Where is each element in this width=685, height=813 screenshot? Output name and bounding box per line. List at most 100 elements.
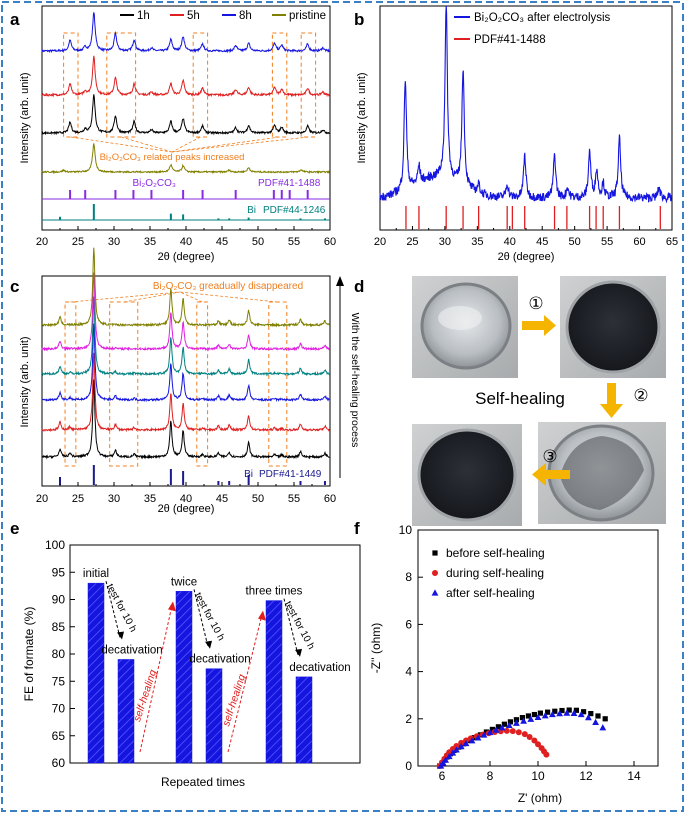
panel-c-series-3: [41, 296, 331, 377]
panel-c-ref-label: PDF#41-1449: [259, 469, 322, 480]
panel-e-bar: [87, 582, 105, 764]
panel-b-x-tick-label: 40: [504, 236, 516, 248]
panel-f-point: [581, 709, 587, 715]
photo-darkened-electrode: [560, 276, 666, 378]
panel-a-pointer: [121, 136, 173, 153]
panel-b-x-label: 2θ (degree): [498, 251, 555, 263]
panel-c-process-label: With the self-healing process: [349, 313, 361, 448]
panel-a-x-tick-label: 55: [288, 236, 300, 248]
panel-f-y-tick-label: 6: [405, 617, 412, 631]
panel-e-bar: [117, 659, 135, 764]
panel-b-x-tick-label: 55: [601, 236, 613, 248]
panel-f-x-tick-label: 8: [487, 769, 494, 783]
panel-a-pointer: [171, 136, 280, 153]
step-label-2: ②: [633, 386, 648, 405]
panel-a-x-tick-label: 30: [108, 236, 120, 248]
panel-letter-a: a: [10, 10, 20, 29]
panel-c-x-tick-label: 20: [36, 493, 48, 505]
panel-f-point: [599, 724, 607, 731]
panel-f-point: [498, 724, 506, 731]
panel-f-point: [492, 726, 500, 733]
photo-pristine-electrode: [412, 276, 518, 378]
panel-a-chart: 20 25 30 35 40 45 50 55 60 1h 5h 8h pristine Bi₂O₂C…: [19, 5, 336, 263]
panel-f-point: [513, 719, 520, 726]
panel-a-highlight-box: [300, 32, 317, 138]
panel-f-point: [534, 713, 542, 720]
panel-c-x-tick-label: 30: [108, 493, 120, 505]
panel-e-test-arrowhead: [295, 648, 302, 657]
panel-e-test-label: test for 10 h: [282, 600, 317, 652]
panel-e-y-tick-label: 95: [52, 565, 66, 579]
panel-b-series: [379, 5, 673, 204]
panel-a-patterns: [41, 12, 331, 175]
panel-f-point: [549, 710, 556, 718]
panel-d-photos: ① ② ③ Self-healing: [412, 276, 666, 526]
photo-restored-electrode: [412, 424, 522, 526]
panel-f-point: [486, 728, 494, 736]
panel-a-ref1-label: PDF#41-1488: [258, 178, 321, 189]
panel-f-legend-marker: [432, 550, 438, 556]
panel-f-point: [520, 717, 527, 724]
panel-f-point: [559, 707, 565, 714]
panel-e-bar-label: decativation: [101, 644, 162, 656]
panel-e-y-tick-label: 85: [52, 620, 66, 634]
panel-a-legend-label: 1h: [137, 10, 150, 22]
panel-a-ref2-prefix: Bi: [247, 205, 256, 216]
panel-f-point: [592, 718, 599, 725]
panel-a-x-tick-label: 60: [324, 236, 336, 248]
panel-f-point: [458, 739, 465, 746]
panel-f-point: [531, 711, 537, 718]
panel-f-point: [566, 707, 572, 713]
panel-letter-d: d: [354, 277, 364, 296]
panel-a-legend-label: pristine: [289, 10, 326, 22]
panel-f-point: [468, 737, 476, 744]
panel-e-bar-label: decativation: [189, 654, 250, 666]
panel-f-point: [449, 749, 457, 756]
panel-f-point: [474, 734, 482, 741]
panel-c-series-0: [41, 379, 330, 460]
panel-e-y-tick-label: 80: [52, 647, 66, 661]
panel-f-x-tick-label: 14: [627, 769, 641, 783]
panel-e-bar: [295, 676, 313, 764]
panel-f-point: [526, 733, 533, 740]
panel-f-points: [436, 707, 608, 769]
panel-c-y-label: Intensity (arb. unit): [19, 336, 31, 427]
arrow-step-3: [532, 463, 570, 486]
panel-e-y-tick-label: 65: [52, 729, 66, 743]
panel-e-bar: [205, 668, 223, 764]
panel-a-series-1h: [41, 94, 330, 136]
panel-f-point: [515, 729, 522, 736]
panel-e-test-arrowhead: [117, 631, 124, 640]
panel-b-reference-sticks: [405, 206, 661, 229]
panel-c-highlight-box: [64, 301, 77, 467]
panel-c-pointer: [179, 291, 278, 303]
panel-c-process-arrowhead: [336, 276, 344, 286]
panel-e-heal-arrowhead: [168, 601, 176, 612]
panel-b-x-axis: 20 25 30 35 40 45 50 55 60 65: [374, 226, 678, 248]
panel-b-pattern: [379, 5, 673, 204]
panel-c-pointer: [179, 291, 203, 303]
step-label-1: ①: [528, 294, 543, 313]
panel-f-point: [541, 712, 549, 719]
panel-f-point: [503, 727, 510, 734]
panel-e-bar-label: twice: [171, 576, 197, 588]
panel-c-series-1: [41, 352, 330, 433]
panel-f-point: [563, 709, 571, 716]
panel-f-y-tick-label: 2: [405, 712, 412, 726]
panel-e-bar: [175, 591, 193, 764]
panel-f-point: [445, 752, 453, 760]
panel-b-x-tick-label: 25: [406, 236, 418, 248]
panel-f-x-tick-label: 10: [531, 769, 545, 783]
panel-a-x-tick-label: 35: [144, 236, 156, 248]
panel-a-highlight-box: [192, 32, 209, 138]
panel-f-x-tick-label: 6: [439, 769, 446, 783]
panel-b-legend-label: PDF#41-1488: [474, 34, 546, 46]
panel-f-legend-label: before self-healing: [446, 546, 545, 560]
panel-c-pointer: [70, 291, 181, 303]
panel-b-legend: Bi₂O₂CO₃ after electrolysis PDF#41-1488: [454, 12, 611, 46]
panel-f-point: [501, 721, 507, 727]
panel-c-x-tick-label: 60: [324, 493, 336, 505]
panel-f-x-label: Z' (ohm): [518, 791, 562, 805]
panel-f-point: [480, 731, 488, 738]
